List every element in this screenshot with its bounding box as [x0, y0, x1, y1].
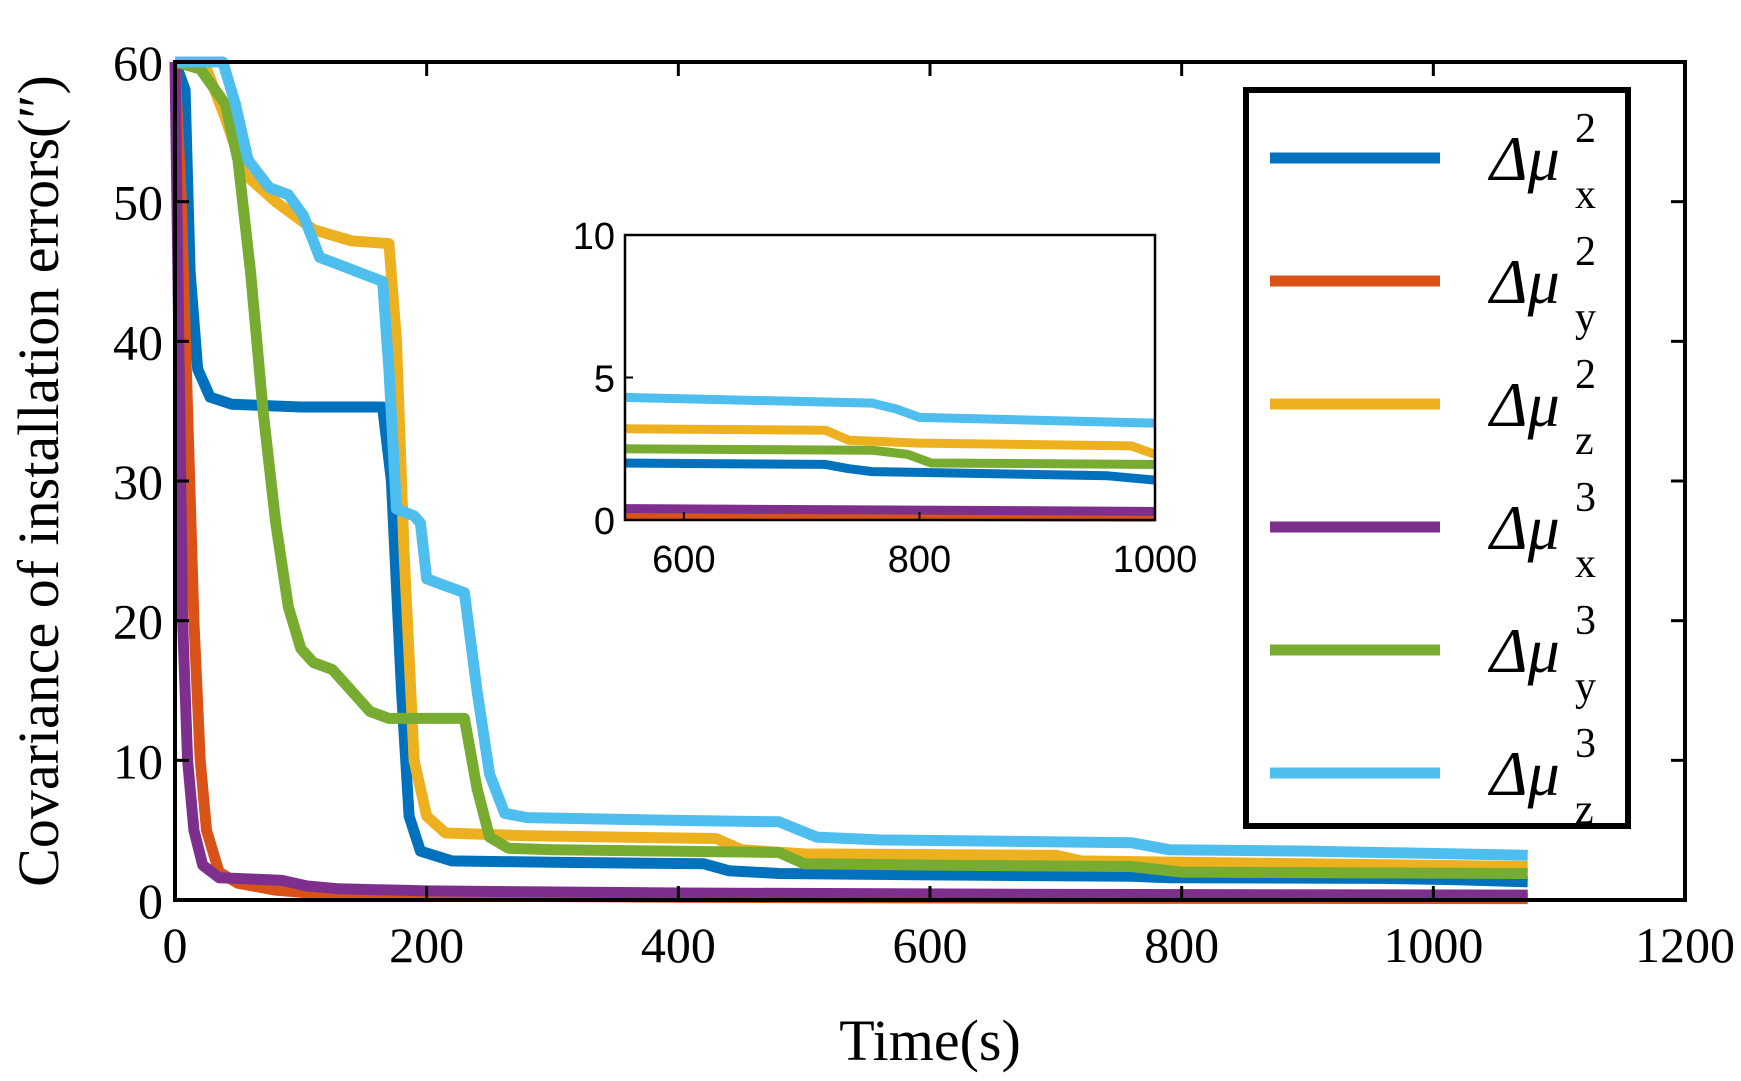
legend-subscript: z: [1575, 418, 1594, 464]
legend-symbol: Δμ: [1487, 738, 1560, 809]
legend-symbol: Δμ: [1487, 615, 1560, 686]
y-tick-label: 30: [113, 454, 163, 510]
inset-y-tick-label: 5: [594, 359, 615, 401]
inset-x-tick-label: 800: [888, 539, 951, 581]
x-tick-label: 1200: [1635, 917, 1735, 973]
legend-box: [1243, 87, 1631, 829]
legend-subscript: x: [1575, 172, 1596, 218]
x-tick-label: 1000: [1383, 917, 1483, 973]
y-tick-label: 50: [113, 175, 163, 231]
legend-superscript: 3: [1575, 721, 1596, 767]
x-tick-label: 600: [893, 917, 968, 973]
inset-series-line-3: [624, 504, 1156, 516]
inset-series-line-1: [624, 511, 1156, 522]
legend-superscript: 2: [1575, 106, 1596, 152]
series-line-5: [175, 56, 1528, 861]
inset-series-line-2: [624, 424, 1157, 459]
series-line-3: [169, 61, 1528, 901]
inset-series-line-0: [624, 458, 1156, 485]
inset-plot: 600 800 1000 0 5 10: [573, 216, 1198, 581]
y-tick-label: 40: [113, 314, 163, 370]
x-tick-label: 800: [1144, 917, 1219, 973]
inset-series-line-5: [624, 392, 1156, 428]
inset-y-tick-label: 0: [594, 501, 615, 543]
y-axis-label: Covariance of installation errors(″): [6, 75, 71, 887]
x-tick-label: 200: [389, 917, 464, 973]
series-line-0: [169, 60, 1528, 888]
legend-superscript: 3: [1575, 475, 1596, 521]
legend-superscript: 2: [1575, 352, 1596, 398]
y-tick-label: 10: [113, 733, 163, 789]
inset-x-tick-label: 600: [652, 539, 715, 581]
y-tick-label: 20: [113, 594, 163, 650]
legend: Δμ 2 x Δμ 2 y Δμ 2 z Δμ 3 x Δμ 3 y Δμ 3 z: [1243, 87, 1631, 833]
legend-symbol: Δμ: [1487, 369, 1560, 440]
y-tick-label: 0: [138, 873, 163, 929]
main-plot: 0 200 400 600 800 1000 12000102030405060Time(s…: [6, 35, 1735, 1073]
legend-symbol: Δμ: [1487, 492, 1560, 563]
series-line-4: [173, 56, 1528, 879]
legend-subscript: z: [1575, 787, 1594, 833]
legend-symbol: Δμ: [1487, 246, 1560, 317]
x-tick-label: 0: [163, 917, 188, 973]
legend-subscript: y: [1575, 295, 1596, 341]
legend-subscript: x: [1575, 541, 1596, 587]
inset-x-tick-label: 1000: [1113, 539, 1198, 581]
legend-subscript: y: [1575, 664, 1596, 710]
x-axis-label: Time(s): [839, 1008, 1021, 1073]
inset-series-line-4: [624, 444, 1156, 469]
series-line-2: [173, 56, 1528, 872]
legend-symbol: Δμ: [1487, 123, 1560, 194]
legend-superscript: 3: [1575, 598, 1596, 644]
legend-superscript: 2: [1575, 229, 1596, 275]
inset-y-tick-label: 10: [573, 216, 615, 258]
y-tick-label: 60: [113, 35, 163, 91]
x-tick-label: 400: [641, 917, 716, 973]
